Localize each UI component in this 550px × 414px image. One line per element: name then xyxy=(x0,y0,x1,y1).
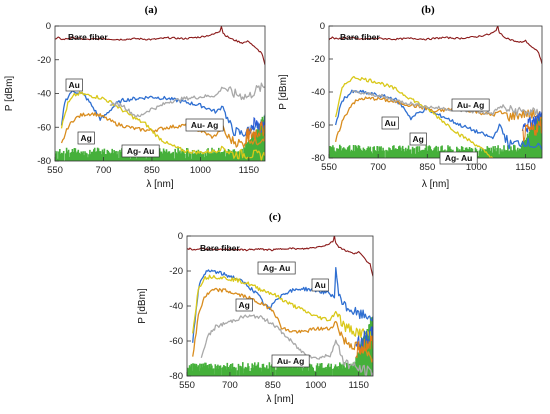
series-line-au xyxy=(334,89,542,151)
noise-tail-1 xyxy=(521,119,542,143)
x-tick-label: 1000 xyxy=(466,162,487,173)
annotation-box-ag-au xyxy=(121,144,160,158)
series-line-ag-au xyxy=(192,274,373,342)
noise-floor-mark xyxy=(187,317,373,376)
x-tick-label: 850 xyxy=(144,165,160,176)
x-tick-label: 1150 xyxy=(515,162,535,173)
annotation-box-ag-au xyxy=(257,261,296,275)
x-axis-title: λ [nm] xyxy=(266,394,293,405)
series-line-au-ag xyxy=(109,82,265,118)
x-tick-label: 850 xyxy=(265,380,281,391)
y-tick-label: -80 xyxy=(169,371,183,382)
annotation-box-au-ag xyxy=(271,354,310,368)
annotation-box-au xyxy=(381,116,399,130)
x-tick-label: 700 xyxy=(370,162,386,173)
series-line-au xyxy=(60,89,265,137)
series-line-ag-au xyxy=(334,75,494,158)
y-tick-label: -60 xyxy=(37,122,51,133)
noise-floor xyxy=(329,115,542,158)
annotation-box-ag xyxy=(77,131,95,145)
series-line-bare-fiber xyxy=(329,26,542,65)
annotation-ag-au: Ag- Au xyxy=(445,153,473,163)
x-axis-title: λ [nm] xyxy=(422,179,449,190)
annotation-box-ag xyxy=(235,298,253,312)
x-tick-label: 700 xyxy=(222,380,238,391)
annotation-au-ag: Au- Ag xyxy=(191,120,219,130)
annotation-box-ag-au xyxy=(439,151,478,165)
annotation-ag-au: Ag- Au xyxy=(127,146,155,156)
annotation-box-ag xyxy=(409,132,427,146)
y-tick-label: 0 xyxy=(320,21,325,32)
y-tick-label: -80 xyxy=(37,156,51,167)
noise-tail-1 xyxy=(245,120,265,144)
series-line-au xyxy=(192,266,373,343)
series-line-ag-au xyxy=(60,91,265,161)
annotation-box-au-ag xyxy=(185,118,224,132)
series-line-bare-fiber xyxy=(187,236,373,277)
x-tick-label: 550 xyxy=(321,162,337,173)
annotation-box-au xyxy=(65,78,83,92)
y-tick-label: -40 xyxy=(37,89,51,100)
noise-floor xyxy=(187,317,373,376)
y-axis-title: P [dBm] xyxy=(4,76,15,112)
noise-tail-1 xyxy=(355,335,373,359)
x-tick-label: 850 xyxy=(419,162,435,173)
series-line-ag xyxy=(192,287,373,363)
x-tick-label: 550 xyxy=(179,380,195,391)
x-axis-title: λ [nm] xyxy=(146,179,173,190)
annotation-box-au xyxy=(311,278,329,292)
y-tick-label: -60 xyxy=(311,120,325,131)
annotation-box-au-ag xyxy=(451,98,490,112)
panel-label-a: (a) xyxy=(145,4,158,16)
panel-label-b: (b) xyxy=(421,4,435,16)
x-tick-label: 1150 xyxy=(348,380,368,391)
y-tick-label: -80 xyxy=(311,153,325,164)
y-axis-title: P [dBm] xyxy=(278,74,289,110)
annotation-bare-fiber: Bare fiber xyxy=(68,32,108,42)
x-tick-label: 550 xyxy=(47,165,63,176)
annotation-au-ag: Au- Ag xyxy=(457,100,485,110)
y-tick-label: -40 xyxy=(311,87,325,98)
annotation-ag: Ag xyxy=(81,133,92,143)
annotation-au-ag: Au- Ag xyxy=(277,356,305,366)
panel-label-c: (c) xyxy=(269,211,282,223)
annotation-au: Au xyxy=(315,280,326,290)
y-tick-label: 0 xyxy=(178,231,183,242)
annotation-bare-fiber: Bare fiber xyxy=(340,32,380,42)
noise-tail-0 xyxy=(355,326,373,352)
annotation-ag-au: Ag- Au xyxy=(263,263,291,273)
series-line-ag xyxy=(60,112,265,148)
series-line-bare-fiber xyxy=(55,26,265,65)
y-tick-label: 0 xyxy=(46,21,51,32)
y-axis-title: P [dBm] xyxy=(137,288,148,324)
plot-frame xyxy=(328,25,543,159)
noise-floor-mark xyxy=(329,115,542,158)
y-tick-label: -20 xyxy=(169,266,183,277)
x-tick-label: 1150 xyxy=(239,165,259,176)
annotation-ag: Ag xyxy=(413,134,424,144)
x-tick-label: 700 xyxy=(96,165,112,176)
y-tick-label: -20 xyxy=(311,54,325,65)
y-tick-label: -40 xyxy=(169,301,183,312)
annotation-au: Au xyxy=(69,80,80,90)
y-tick-label: -60 xyxy=(169,336,183,347)
series-line-au-ag xyxy=(200,314,373,376)
y-tick-label: -20 xyxy=(37,55,51,66)
series-line-ag xyxy=(334,96,542,143)
series-line-au-ag xyxy=(351,90,542,118)
x-tick-label: 1000 xyxy=(305,380,326,391)
annotation-ag: Ag xyxy=(239,300,250,310)
annotation-bare-fiber: Bare fiber xyxy=(200,243,240,253)
x-tick-label: 1000 xyxy=(190,165,211,176)
annotation-au: Au xyxy=(385,118,396,128)
